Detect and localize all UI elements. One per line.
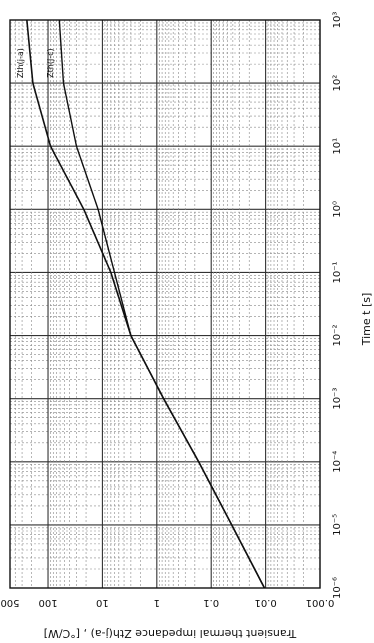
impedance-tick-label: 0.1 — [203, 597, 219, 608]
impedance-tick-label: 1 — [154, 597, 160, 608]
time-tick-label: 10¹ — [332, 138, 343, 155]
time-tick-label: 10⁻³ — [332, 388, 343, 410]
y-axis-title: Transient thermal impedance Zth(j-a) , [… — [44, 627, 298, 640]
series-label: Zth(j-c) — [46, 48, 55, 77]
time-tick-label: 10⁻⁵ — [332, 514, 343, 536]
series-line — [58, 19, 266, 589]
time-tick-label: 10⁻⁴ — [332, 451, 343, 473]
series-layer: Zth(j-a) Zth(j-c) — [16, 19, 266, 589]
impedance-tick-label: 0.001 — [306, 597, 335, 608]
impedance-tick-label: 100 — [38, 597, 57, 608]
axis-labels: Time t [s] Transient thermal impedance Z… — [44, 293, 373, 640]
time-tick-label: 10³ — [332, 12, 343, 29]
time-tick-label: 10² — [332, 75, 343, 92]
time-tick-label: 10⁻⁶ — [332, 577, 343, 599]
impedance-tick-label: 0.01 — [254, 597, 276, 608]
impedance-tick-label: 10 — [96, 597, 109, 608]
time-tick-label: 10⁰ — [332, 201, 343, 218]
time-tick-label: 10⁻² — [332, 325, 343, 347]
grid — [9, 19, 321, 589]
time-tick-label: 10⁻¹ — [332, 261, 343, 283]
series-label: Zth(j-a) — [16, 48, 25, 78]
plot-frame — [9, 19, 321, 589]
impedance-tick-label: 500 — [0, 597, 19, 608]
x-axis-title: Time t [s] — [360, 293, 373, 347]
tick-labels: 10⁻⁶ 10⁻⁵ 10⁻⁴ 10⁻³ 10⁻² 10⁻¹ 10⁰ 10¹ 10² 10³ 0.00… — [0, 12, 343, 608]
